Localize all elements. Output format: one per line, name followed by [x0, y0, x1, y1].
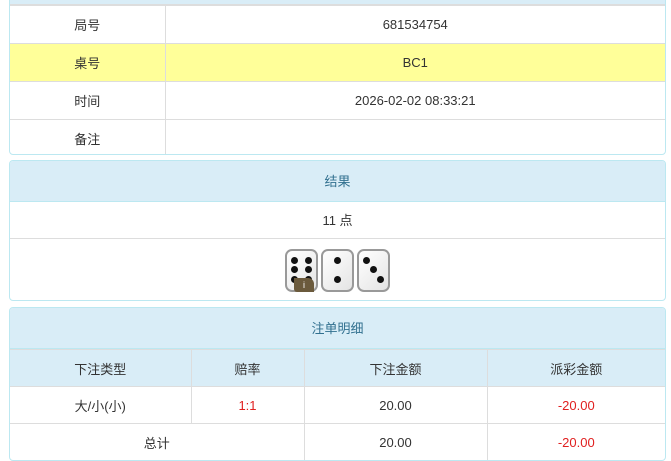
- bet-amount: 20.00: [303, 386, 488, 424]
- pip: [305, 266, 312, 274]
- pip: [363, 256, 370, 264]
- result-title: 结果: [10, 161, 665, 202]
- value: 2026-02-02 08:33:21: [164, 81, 665, 120]
- total-row: 总计 20.00 -20.00: [10, 423, 665, 460]
- panel-top-strip: [10, 0, 665, 5]
- header-payout: 派彩金额: [486, 349, 665, 387]
- round-info-table: 局号 681534754 桌号 BC1 时间 2026-02-02 08:33:21 …: [10, 5, 665, 154]
- bet-details-table: 下注类型 赔率 下注金额 派彩金额 大/小(小) 1:1 20.00 -20.0…: [10, 349, 665, 460]
- value: [164, 119, 665, 154]
- label: 备注: [10, 119, 166, 154]
- header-bet-type: 下注类型: [10, 349, 192, 387]
- bet-type: 大/小(小): [10, 386, 192, 424]
- bet-details-title: 注单明细: [10, 308, 665, 349]
- dice-row: i: [10, 239, 665, 300]
- row-remark: 备注: [10, 119, 665, 154]
- row-round-id: 局号 681534754: [10, 5, 665, 44]
- pip: [291, 256, 298, 264]
- payout: -20.00: [486, 386, 665, 424]
- table-row: 大/小(小) 1:1 20.00 -20.00: [10, 386, 665, 424]
- total-payout: -20.00: [486, 423, 665, 460]
- table-header: 下注类型 赔率 下注金额 派彩金额: [10, 349, 665, 387]
- pip: [305, 256, 312, 264]
- value: 681534754: [164, 5, 665, 44]
- row-time: 时间 2026-02-02 08:33:21: [10, 81, 665, 120]
- label: 时间: [10, 81, 166, 120]
- value: BC1: [164, 43, 665, 82]
- row-table-id: 桌号 BC1: [10, 43, 665, 82]
- result-panel: 结果 11 点 i: [9, 160, 666, 301]
- label: 局号: [10, 5, 166, 44]
- die-2: [321, 248, 354, 292]
- pip: [334, 276, 341, 284]
- round-info-panel: 局号 681534754 桌号 BC1 时间 2026-02-02 08:33:21 …: [9, 0, 666, 155]
- pip: [334, 256, 341, 264]
- header-bet-amount: 下注金额: [303, 349, 488, 387]
- pip: [291, 266, 298, 274]
- odds: 1:1: [190, 386, 305, 424]
- header-odds: 赔率: [190, 349, 305, 387]
- pip: [377, 276, 384, 284]
- bet-details-panel: 注单明细 下注类型 赔率 下注金额 派彩金额 大/小(小) 1:1 20.00 …: [9, 307, 666, 461]
- pip: [370, 266, 377, 274]
- info-icon[interactable]: i: [294, 278, 314, 292]
- total-amount: 20.00: [303, 423, 488, 460]
- die-3: [357, 248, 390, 292]
- label: 桌号: [10, 43, 166, 82]
- total-label: 总计: [10, 423, 305, 460]
- result-points: 11 点: [10, 202, 665, 239]
